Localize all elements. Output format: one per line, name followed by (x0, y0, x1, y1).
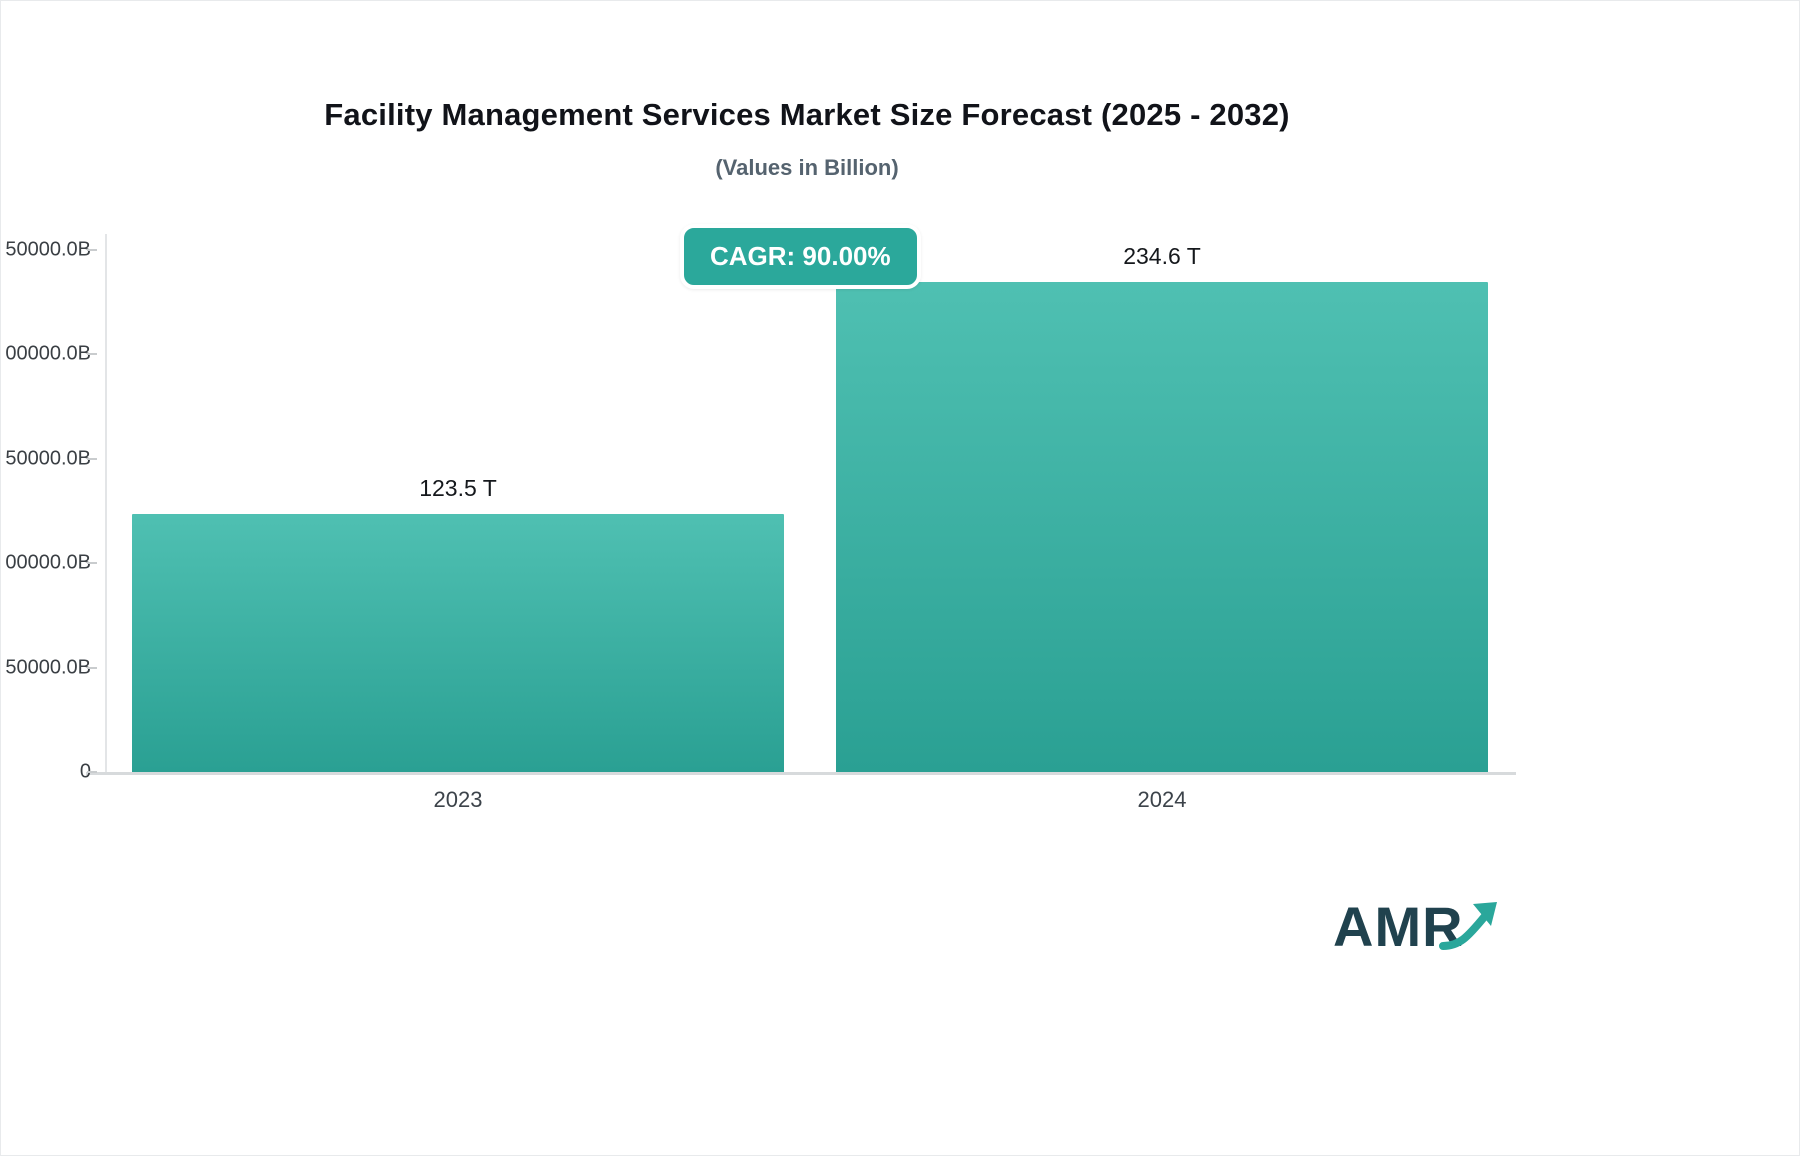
y-tick-mark (87, 562, 97, 565)
y-tick-mark (87, 771, 97, 773)
bar-value-label: 234.6 T (1123, 243, 1201, 269)
bar-2024 (836, 282, 1488, 772)
y-tick-label: 50000.0B (5, 238, 91, 261)
y-tick-mark (87, 457, 97, 460)
y-tick-label: 50000.0B (5, 656, 91, 679)
chart-header: Facility Management Services Market Size… (1, 97, 1613, 181)
bar-value-label: 123.5 T (419, 475, 497, 501)
y-tick-mark (87, 353, 97, 356)
y-tick-mark (87, 666, 97, 669)
y-axis-line (105, 234, 107, 774)
chart-subtitle: (Values in Billion) (715, 155, 899, 180)
y-tick-label: 50000.0B (5, 447, 91, 470)
y-tick-mark (87, 249, 97, 251)
bar-2023 (132, 514, 784, 772)
y-tick-label: 00000.0B (5, 551, 91, 574)
y-tick-label: 0 (79, 760, 91, 783)
plot-area: 123.5 T 234.6 T (106, 243, 1514, 772)
y-axis-ticks: 50000.0B 00000.0B 50000.0B 00000.0B 50000.0B… (1, 239, 101, 783)
x-tick-label: 2023 (433, 787, 483, 812)
x-tick-label: 2024 (1137, 787, 1187, 812)
x-axis-line (86, 772, 1516, 775)
cagr-badge: CAGR: 90.00% (680, 224, 921, 289)
chart-title: Facility Management Services Market Size… (324, 97, 1290, 132)
y-tick-label: 00000.0B (5, 342, 91, 365)
x-axis-labels: 2023 2024 (106, 787, 1514, 823)
amr-logo-arrow-icon (1439, 902, 1497, 950)
amr-logo: AMR (1333, 894, 1503, 964)
